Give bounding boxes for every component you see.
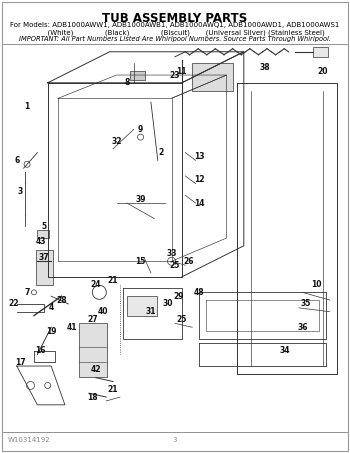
Text: 4: 4 — [49, 304, 54, 312]
Text: 30: 30 — [163, 299, 173, 308]
Bar — [192, 63, 233, 91]
Text: 6: 6 — [14, 156, 19, 165]
Text: 48: 48 — [194, 288, 204, 297]
Text: 31: 31 — [146, 307, 156, 316]
Text: 38: 38 — [259, 63, 270, 72]
Text: 20: 20 — [318, 67, 328, 76]
Text: 16: 16 — [36, 346, 46, 355]
Text: 27: 27 — [87, 315, 98, 324]
Text: 5: 5 — [42, 222, 47, 231]
Text: 37: 37 — [39, 253, 50, 262]
Text: 39: 39 — [135, 195, 146, 204]
Text: 11: 11 — [177, 67, 187, 76]
Text: 1: 1 — [25, 101, 30, 111]
Bar — [79, 323, 107, 377]
Text: TUB ASSEMBLY PARTS: TUB ASSEMBLY PARTS — [102, 12, 248, 25]
Text: 32: 32 — [111, 136, 122, 145]
Text: 36: 36 — [297, 323, 308, 332]
Text: 8: 8 — [124, 78, 130, 87]
Text: 22: 22 — [8, 299, 19, 308]
Text: IMPORTANT: All Part Numbers Listed Are Whirlpool Numbers. Source Parts Through W: IMPORTANT: All Part Numbers Listed Are W… — [19, 36, 331, 42]
Text: 3: 3 — [173, 437, 177, 443]
Text: 33: 33 — [166, 249, 177, 258]
Text: 43: 43 — [36, 237, 46, 246]
Text: 24: 24 — [91, 280, 101, 289]
Bar — [127, 296, 157, 316]
Text: 15: 15 — [135, 257, 146, 266]
Bar — [37, 230, 49, 238]
Text: 35: 35 — [301, 299, 311, 308]
Text: 2: 2 — [159, 148, 164, 157]
Text: 25: 25 — [170, 260, 180, 270]
Text: W10314192: W10314192 — [8, 437, 51, 443]
Text: 28: 28 — [56, 295, 67, 304]
Text: 42: 42 — [91, 366, 101, 375]
Bar — [36, 250, 53, 284]
Text: 12: 12 — [194, 175, 204, 184]
Text: 41: 41 — [66, 323, 77, 332]
Text: 14: 14 — [194, 198, 204, 207]
Text: 25: 25 — [177, 315, 187, 324]
Text: 34: 34 — [280, 346, 290, 355]
Text: 19: 19 — [46, 327, 56, 336]
Text: 23: 23 — [170, 71, 180, 80]
Text: 10: 10 — [311, 280, 321, 289]
Text: (White)              (Black)              (Biscuit)       (Universal Silver) (St: (White) (Black) (Biscuit) (Universal Sil… — [25, 29, 325, 35]
Text: 26: 26 — [183, 257, 194, 266]
Text: For Models: ADB1000AWW1, ADB1000AWB1, ADB1000AWQ1, ADB1000AWD1, ADB1000AWS1: For Models: ADB1000AWW1, ADB1000AWB1, AD… — [10, 22, 340, 28]
Text: 13: 13 — [194, 152, 204, 161]
Text: 21: 21 — [108, 385, 118, 394]
Text: 7: 7 — [25, 288, 30, 297]
Text: 21: 21 — [108, 276, 118, 285]
Bar — [313, 47, 328, 57]
Text: 3: 3 — [18, 187, 23, 196]
Text: 29: 29 — [173, 292, 184, 301]
Bar — [130, 71, 145, 80]
Text: 18: 18 — [87, 393, 98, 401]
Text: 40: 40 — [98, 307, 108, 316]
Text: 9: 9 — [138, 125, 143, 134]
Text: 17: 17 — [15, 358, 26, 366]
